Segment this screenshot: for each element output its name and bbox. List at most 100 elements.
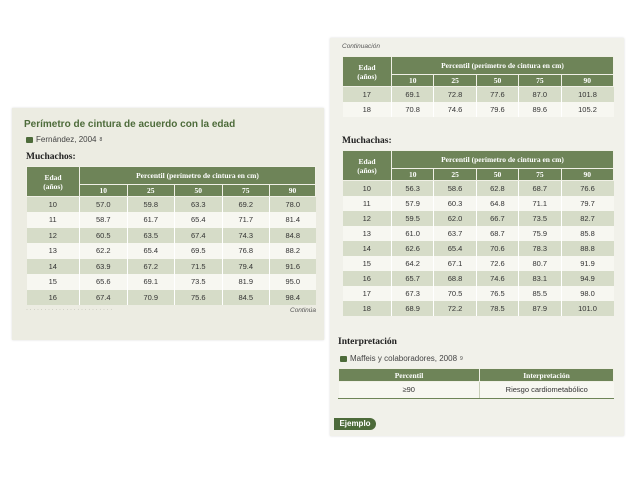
percentile-header-50: 50 xyxy=(475,74,520,87)
value-cell: 68.8 xyxy=(433,270,477,286)
age-cell: 17 xyxy=(342,86,392,102)
value-cell: 67.3 xyxy=(390,285,434,301)
interp-bottom-rule xyxy=(338,398,614,399)
value-cell: 68.7 xyxy=(475,225,519,241)
table-row: 15 65.6 69.1 73.5 81.9 95.0 xyxy=(26,274,316,290)
section-girls: Muchachas: xyxy=(342,136,392,146)
table-row: 17 67.3 70.5 76.5 85.5 98.0 xyxy=(342,285,614,301)
value-cell: 67.4 xyxy=(174,227,222,243)
value-cell: 65.4 xyxy=(433,240,477,256)
interp-header-percentile: Percentil xyxy=(338,368,480,382)
value-cell: 77.6 xyxy=(475,86,519,102)
percentile-header-25: 25 xyxy=(433,168,477,181)
value-cell: 75.9 xyxy=(518,225,561,241)
value-cell: 74.3 xyxy=(221,227,270,243)
value-cell: 95.0 xyxy=(269,274,316,290)
value-cell: 57.9 xyxy=(390,195,434,211)
header-percentile: Percentil (perímetro de cintura en cm) xyxy=(79,166,316,185)
value-cell: 69.1 xyxy=(126,274,175,290)
value-cell: 65.7 xyxy=(390,270,434,286)
value-cell: 65.4 xyxy=(174,212,222,228)
value-cell: 71.1 xyxy=(518,195,561,211)
value-cell: 67.1 xyxy=(433,255,477,271)
header-age: Edad (años) xyxy=(26,166,80,197)
value-cell: 64.8 xyxy=(475,195,519,211)
value-cell: 85.8 xyxy=(560,225,614,241)
value-cell: 76.8 xyxy=(221,243,270,259)
citation-sup: 8 xyxy=(99,136,103,143)
value-cell: 63.7 xyxy=(433,225,477,241)
value-cell: 62.8 xyxy=(475,180,519,196)
percentile-header-25: 25 xyxy=(126,184,175,197)
value-cell: 105.2 xyxy=(560,101,614,117)
table-title: Perímetro de cintura de acuerdo con la e… xyxy=(24,119,236,130)
interp-citation-text: Maffeis y colaboradores, 2008 xyxy=(350,354,458,363)
value-cell: 62.2 xyxy=(79,243,127,259)
interp-citation-sup: 9 xyxy=(460,355,463,362)
table-row: 12 59.5 62.0 66.7 73.5 82.7 xyxy=(342,210,614,226)
value-cell: 78.0 xyxy=(269,196,316,212)
ejemplo-tab: Ejemplo xyxy=(334,418,376,430)
book-icon xyxy=(340,355,347,362)
value-cell: 81.9 xyxy=(221,274,270,290)
girls-percentile-table: Edad (años) Percentil (perímetro de cintu… xyxy=(342,150,614,316)
header-age: Edad (años) xyxy=(342,150,392,181)
value-cell: 81.4 xyxy=(269,212,316,228)
value-cell: 65.6 xyxy=(79,274,127,290)
age-cell: 16 xyxy=(342,270,392,286)
age-cell: 12 xyxy=(342,210,392,226)
value-cell: 61.7 xyxy=(126,212,175,228)
age-cell: 14 xyxy=(26,258,80,274)
age-cell: 18 xyxy=(342,300,392,316)
value-cell: 89.6 xyxy=(518,101,561,117)
value-cell: 72.2 xyxy=(433,300,477,316)
value-cell: 72.6 xyxy=(475,255,519,271)
value-cell: 88.2 xyxy=(269,243,316,259)
interpretation-table: Percentil Interpretación ≥90 Riesgo card… xyxy=(338,368,614,398)
value-cell: 83.1 xyxy=(518,270,561,286)
percentile-header-50: 50 xyxy=(174,184,223,197)
left-page: Perímetro de cintura de acuerdo con la e… xyxy=(12,108,324,340)
header-percentile: Percentil (perímetro de cintura en cm) xyxy=(391,56,614,75)
interp-header-interpretation: Interpretación xyxy=(479,368,614,382)
percentile-header-10: 10 xyxy=(390,168,435,181)
value-cell: 73.5 xyxy=(174,274,222,290)
value-cell: 85.5 xyxy=(518,285,561,301)
age-cell: 15 xyxy=(342,255,392,271)
percentile-header-10: 10 xyxy=(390,74,435,87)
value-cell: 98.4 xyxy=(269,289,316,305)
age-cell: 15 xyxy=(26,274,80,290)
table-row: 15 64.2 67.1 72.6 80.7 91.9 xyxy=(342,255,614,271)
value-cell: 74.6 xyxy=(475,270,519,286)
age-cell: 13 xyxy=(26,243,80,259)
table-row: 13 61.0 63.7 68.7 75.9 85.8 xyxy=(342,225,614,241)
value-cell: 67.2 xyxy=(126,258,175,274)
table-row: 10 56.3 58.6 62.8 68.7 76.6 xyxy=(342,180,614,196)
boys-percentile-table: Edad (años) Percentil (perímetro de cintu… xyxy=(26,166,316,305)
value-cell: 60.3 xyxy=(433,195,477,211)
value-cell: 70.8 xyxy=(390,101,434,117)
value-cell: 87.9 xyxy=(518,300,561,316)
value-cell: 62.0 xyxy=(433,210,477,226)
value-cell: 64.2 xyxy=(390,255,434,271)
value-cell: 76.5 xyxy=(475,285,519,301)
age-cell: 10 xyxy=(342,180,392,196)
age-cell: 18 xyxy=(342,101,392,117)
age-cell: 16 xyxy=(26,289,80,305)
percentile-header-75: 75 xyxy=(518,168,562,181)
value-cell: 68.9 xyxy=(390,300,434,316)
value-cell: 72.8 xyxy=(433,86,477,102)
percentile-header-10: 10 xyxy=(79,184,128,197)
table-row: 10 57.0 59.8 63.3 69.2 78.0 xyxy=(26,196,316,212)
value-cell: 74.6 xyxy=(433,101,477,117)
value-cell: 76.6 xyxy=(560,180,614,196)
value-cell: 79.4 xyxy=(221,258,270,274)
value-cell: 71.7 xyxy=(221,212,270,228)
value-cell: 88.8 xyxy=(560,240,614,256)
table-row: 13 62.2 65.4 69.5 76.8 88.2 xyxy=(26,243,316,259)
continuacion-label: Continuación xyxy=(342,43,380,50)
age-cell: 14 xyxy=(342,240,392,256)
value-cell: 65.4 xyxy=(126,243,175,259)
right-page: Continuación Edad (años) Percentil (perím… xyxy=(330,38,624,436)
age-cell: 11 xyxy=(26,212,80,228)
